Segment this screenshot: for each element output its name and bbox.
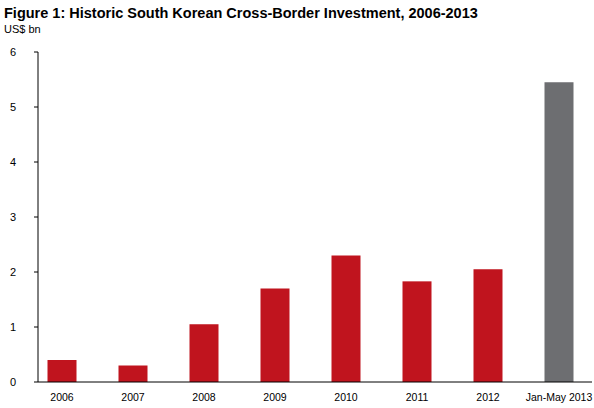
x-tick-label: 2006 [50, 391, 74, 403]
y-tick-label: 5 [10, 101, 16, 113]
bar [332, 256, 361, 383]
title: Figure 1: Historic South Korean Cross-Bo… [4, 5, 478, 21]
y-tick [34, 382, 38, 383]
y-tick-label: 2 [10, 266, 16, 278]
x-tick-label: 2010 [334, 391, 358, 403]
y-tick [34, 162, 38, 163]
bar [119, 366, 148, 383]
bar [190, 324, 219, 382]
y-tick [34, 327, 38, 328]
y-axis-label: US$ bn [4, 23, 41, 35]
y-tick-label: 3 [10, 211, 16, 223]
x-tick-label: 2008 [192, 391, 216, 403]
x-axis [38, 382, 592, 383]
x-tick-label: Jan-May 2013 [526, 391, 593, 403]
y-tick [34, 52, 38, 53]
x-tick-label: 2007 [121, 391, 145, 403]
chart-container: Figure 1: Historic South Korean Cross-Bo… [0, 0, 594, 408]
y-tick-label: 6 [10, 46, 16, 58]
y-tick [34, 217, 38, 218]
x-tick-label: 2012 [476, 391, 500, 403]
y-tick [34, 107, 38, 108]
x-tick-label: 2009 [263, 391, 287, 403]
bar [261, 289, 290, 383]
y-tick-label: 0 [10, 376, 16, 388]
bar [48, 360, 77, 382]
y-axis [38, 52, 39, 382]
bar [403, 281, 432, 382]
y-tick [34, 272, 38, 273]
bar [474, 269, 503, 382]
y-tick-label: 1 [10, 321, 16, 333]
y-tick-label: 4 [10, 156, 16, 168]
bar [545, 82, 574, 382]
chart: Figure 1: Historic South Korean Cross-Bo… [0, 0, 594, 408]
bars [48, 82, 574, 382]
x-tick-label: 2011 [406, 391, 429, 403]
